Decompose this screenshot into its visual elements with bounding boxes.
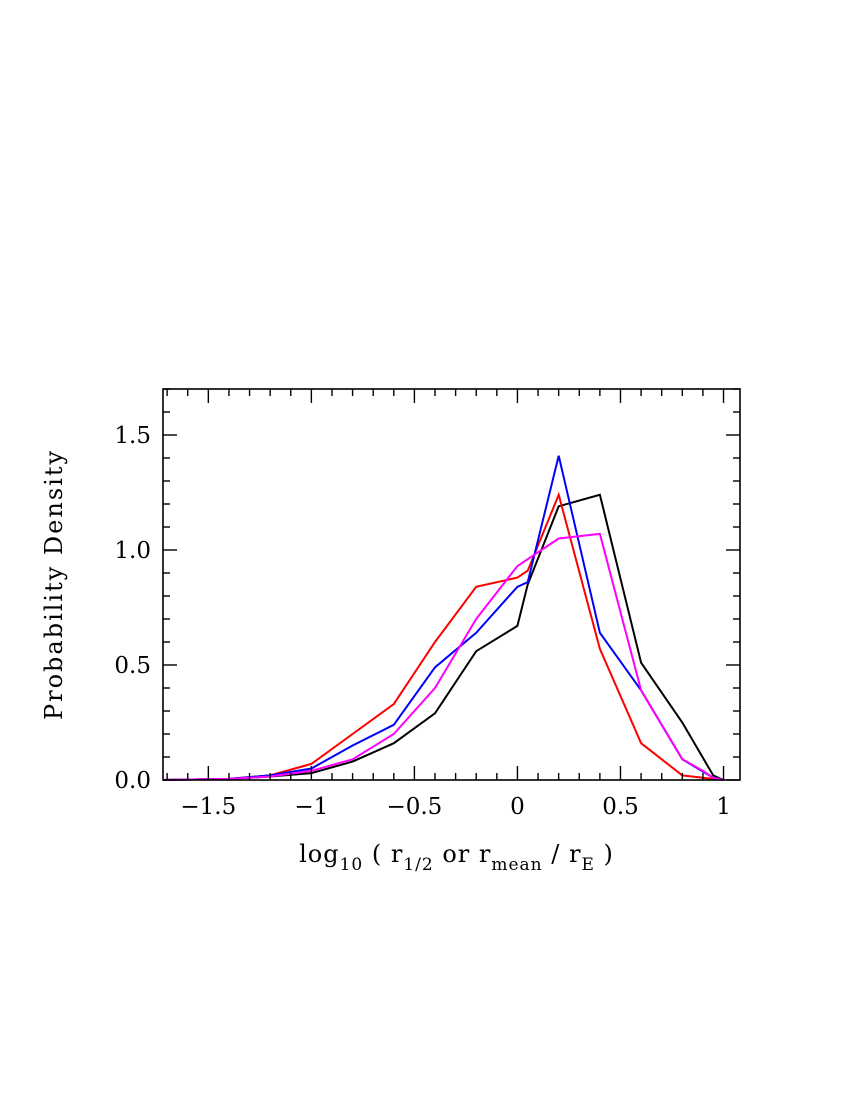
y-axis-label: Probability Density <box>40 449 68 720</box>
series-line-red <box>162 491 724 781</box>
y-tick-label: 1.0 <box>114 538 151 564</box>
x-label-part: ( r <box>363 840 403 868</box>
x-tick-label: 1 <box>716 794 731 820</box>
y-tick-label: 1.5 <box>114 423 151 449</box>
plot-frame <box>162 388 741 781</box>
x-label-part: ) <box>595 840 614 868</box>
x-label-part: log <box>299 840 340 868</box>
axis-ticks <box>163 388 740 781</box>
y-tick-label: 0.0 <box>114 768 151 794</box>
x-label-part: or r <box>434 840 492 868</box>
series-line-blue <box>162 455 724 781</box>
tick-labels: −1.5 −1 −0.5 0 0.5 1 0.0 0.5 1.0 1.5 <box>114 423 730 820</box>
x-tick-label: −1 <box>294 794 328 820</box>
x-label-subscript: 1/2 <box>403 855 433 875</box>
x-tick-label: 0 <box>510 794 525 820</box>
x-label-subscript: E <box>581 855 594 875</box>
x-tick-label: −0.5 <box>386 794 442 820</box>
plot-lines <box>162 455 724 781</box>
x-tick-label: −1.5 <box>180 794 236 820</box>
x-label-subscript: mean <box>491 855 542 875</box>
x-label-part: / r <box>543 840 582 868</box>
series-line-magenta <box>162 532 724 781</box>
x-tick-label: 0.5 <box>602 794 639 820</box>
x-axis-label: log10 ( r1/2 or rmean / rE ) <box>299 840 614 875</box>
y-tick-label: 0.5 <box>114 653 151 679</box>
x-label-subscript: 10 <box>340 855 364 875</box>
